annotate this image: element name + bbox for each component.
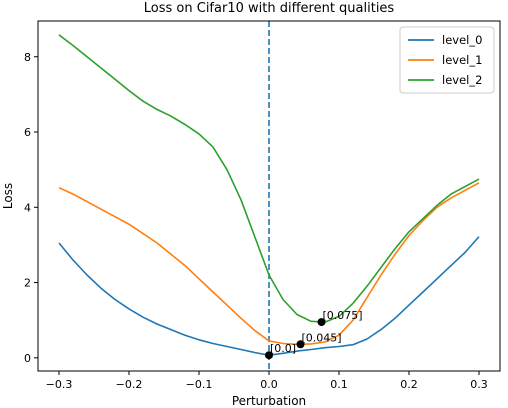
y-tick-label-3: 6 — [24, 126, 31, 139]
y-tick-label-0: 0 — [24, 352, 31, 365]
y-tick-label-2: 4 — [24, 201, 31, 214]
series-line-level_1 — [58, 182, 480, 346]
min-point-label-1: [0.045] — [302, 331, 342, 344]
y-axis-label: Loss — [1, 183, 15, 209]
x-tick-label-1: −0.2 — [116, 378, 143, 391]
min-point-0 — [265, 351, 273, 360]
min-point-1 — [296, 340, 305, 349]
chart-title: Loss on Cifar10 with different qualities — [144, 1, 395, 16]
x-tick-label-6: 0.3 — [470, 378, 488, 391]
y-tick-label-4: 8 — [24, 51, 31, 64]
legend-box — [399, 26, 495, 94]
x-tick-label-4: 0.1 — [330, 378, 348, 391]
y-tick-label-1: 2 — [24, 277, 31, 290]
series-line-level_2 — [58, 34, 480, 323]
legend: level_0 level_1 level_2 — [399, 26, 495, 94]
x-axis-label: Perturbation — [232, 394, 306, 408]
x-tick-label-0: −0.3 — [46, 378, 73, 391]
x-tick-label-3: 0.0 — [260, 378, 278, 391]
legend-label-level_0: level_0 — [442, 33, 482, 47]
plot-area: [0.0] [0.045] [0.075] — [58, 21, 480, 371]
min-point-2 — [317, 318, 326, 327]
legend-label-level_1: level_1 — [442, 53, 482, 67]
axes-ticks: −0.3 −0.2 −0.1 0.0 0.1 0.2 0.3 0 2 4 6 8 — [24, 51, 488, 391]
min-point-label-2: [0.075] — [323, 309, 363, 322]
x-tick-label-5: 0.2 — [400, 378, 418, 391]
legend-label-level_2: level_2 — [442, 73, 482, 87]
min-point-label-0: [0.0] — [270, 342, 296, 355]
x-tick-label-2: −0.1 — [186, 378, 213, 391]
